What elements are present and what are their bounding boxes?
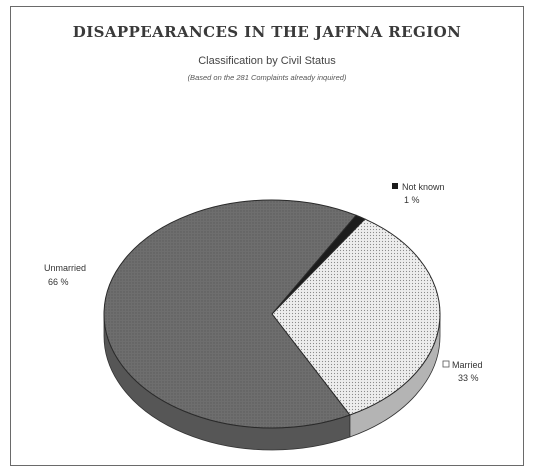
pie-top [103, 199, 441, 429]
not-known-marker [392, 183, 398, 189]
pie-labels: Not known 1 % Married 33 % Unmarried 66 … [44, 182, 483, 383]
slice-label-not-known: Not known [402, 182, 445, 192]
slice-unmarried [103, 199, 357, 429]
slice-label-unmarried: Unmarried [44, 263, 86, 273]
slice-value-married: 33 % [458, 373, 479, 383]
married-marker [442, 360, 450, 368]
slice-label-married: Married [452, 360, 483, 370]
chart-subtitle: Classification by Civil Status [198, 55, 336, 67]
slice-value-not-known: 1 % [404, 195, 420, 205]
chart-title: DISAPPEARANCES IN THE JAFFNA REGION [72, 23, 462, 41]
chart-note: (Based on the 281 Complaints already inq… [187, 73, 347, 82]
slice-value-unmarried: 66 % [48, 277, 69, 287]
slice-married [271, 218, 441, 416]
